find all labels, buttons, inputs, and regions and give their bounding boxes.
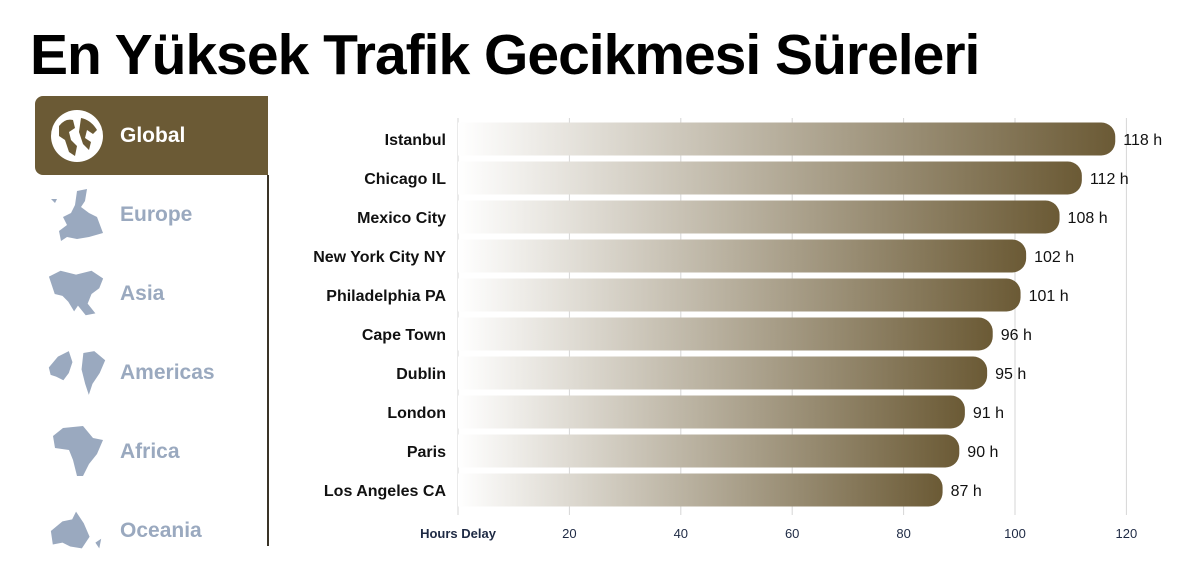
bar (458, 317, 993, 351)
value-label: 87 h (951, 483, 982, 500)
globe-icon (47, 107, 107, 165)
category-label: Chicago IL (364, 171, 446, 188)
americas-map-icon (47, 344, 107, 402)
value-label: 90 h (967, 444, 998, 461)
bar (458, 395, 965, 429)
bar (458, 122, 1116, 156)
sidebar-item-oceania[interactable]: Oceania (35, 491, 268, 570)
sidebar-item-asia[interactable]: Asia (35, 254, 268, 333)
x-axis-label: Hours Delay (420, 526, 497, 541)
bar (458, 278, 1021, 312)
bar (458, 161, 1082, 195)
sidebar-divider (267, 175, 269, 546)
sidebar-item-label: Americas (120, 360, 215, 384)
value-label: 112 h (1090, 171, 1129, 188)
value-label: 96 h (1001, 327, 1032, 344)
category-label: Istanbul (385, 132, 446, 149)
x-tick-label: 20 (562, 526, 576, 541)
sidebar-item-global[interactable]: Global (35, 96, 268, 175)
value-label: 108 h (1068, 210, 1108, 227)
sidebar-item-africa[interactable]: Africa (35, 412, 268, 491)
asia-map-icon (47, 265, 107, 323)
value-label: 91 h (973, 405, 1004, 422)
category-label: Philadelphia PA (326, 288, 446, 305)
page-title: En Yüksek Trafik Gecikmesi Süreleri (30, 23, 980, 87)
sidebar-item-europe[interactable]: Europe (35, 175, 268, 254)
sidebar-item-label: Global (120, 123, 186, 147)
africa-map-icon (47, 423, 107, 481)
bar (458, 434, 960, 468)
sidebar-item-label: Europe (120, 202, 193, 226)
x-tick-label: 40 (674, 526, 688, 541)
region-sidebar: Global Europe Asia Americas Africa Oceania (35, 96, 268, 548)
category-label: Cape Town (362, 327, 446, 344)
bar (458, 473, 943, 507)
oceania-map-icon (47, 502, 107, 560)
europe-map-icon (47, 186, 107, 244)
value-label: 118 h (1123, 132, 1162, 149)
value-label: 102 h (1034, 249, 1074, 266)
sidebar-item-label: Asia (120, 281, 165, 305)
bar-chart: 20 40 60 80 100 120 Hours Delay Istanbul 118 h Ch… (313, 118, 1162, 541)
category-label: Paris (407, 444, 446, 461)
x-tick-label: 80 (896, 526, 910, 541)
sidebar-item-americas[interactable]: Americas (35, 333, 268, 412)
x-tick-label: 60 (785, 526, 799, 541)
x-tick-label: 120 (1116, 526, 1138, 541)
bar (458, 200, 1060, 234)
x-tick-label: 100 (1004, 526, 1026, 541)
category-label: London (387, 405, 446, 422)
value-label: 95 h (995, 366, 1026, 383)
category-label: Mexico City (357, 210, 446, 227)
sidebar-item-label: Oceania (120, 518, 202, 542)
bar (458, 356, 988, 390)
category-label: New York City NY (313, 249, 446, 266)
category-label: Dublin (396, 366, 446, 383)
category-label: Los Angeles CA (324, 483, 447, 500)
sidebar-item-label: Africa (120, 439, 180, 463)
bar (458, 239, 1027, 273)
value-label: 101 h (1029, 288, 1069, 305)
